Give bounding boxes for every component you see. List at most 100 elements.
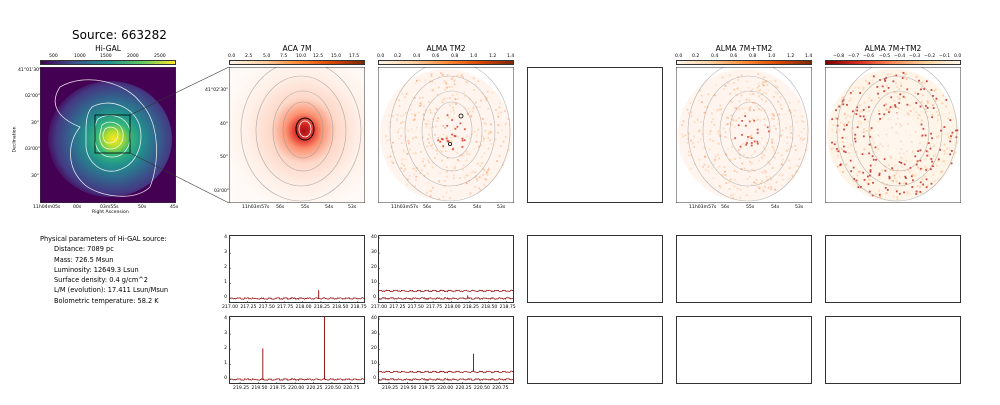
aca7m-ytick: 50"	[220, 155, 228, 160]
higal-ytick: 41°01'30"	[18, 68, 42, 73]
aca7m-cbar-tick: 7.5	[280, 54, 288, 59]
param-surface-density: Surface density: 0.4 g/cm^2	[54, 276, 148, 285]
higal-cbar-tick: 2000	[127, 54, 139, 59]
spectrum-xtick: 220.50	[324, 386, 341, 391]
higal-cbar-tick: 500	[49, 54, 58, 59]
spectrum-ytick: 0	[373, 376, 376, 382]
almatm2-cbar-tick: 1.2	[489, 54, 497, 59]
higal-colorbar	[40, 60, 176, 65]
almatm2-cbar-tick: 0.8	[451, 54, 459, 59]
alma7mtm2b-cbar-tick: −0.6	[863, 54, 875, 59]
almatm2-xtick: 11h03m57s	[391, 205, 419, 210]
higal-xtick: 50s	[138, 205, 147, 210]
almatm2-xtick: 55s	[448, 205, 457, 210]
aca7m-cbar-tick: 0.0	[228, 54, 236, 59]
param-distance: Distance: 7089 pc	[54, 245, 114, 254]
spectrum-xtick: 219.50	[400, 386, 417, 391]
empty-spectrum-panel	[527, 316, 663, 384]
aca7m-xtick: 53s	[348, 205, 357, 210]
alma7mtm2-cbar-tick: 1.2	[787, 54, 795, 59]
spectrum-ytick: 0	[224, 295, 227, 301]
spectrum-xtick: 217.75	[426, 305, 443, 310]
spectrum-ytick: 2	[224, 265, 227, 271]
spectrum-xtick: 217.75	[277, 305, 294, 310]
higal-xtick: 00s	[73, 205, 82, 210]
almatm2-title: ALMA TM2	[426, 44, 466, 53]
aca7m-cbar-tick: 5.0	[263, 54, 271, 59]
spectrum-xtick: 218.00	[444, 305, 461, 310]
alma7mtm2-cbar-tick: 0.4	[711, 54, 719, 59]
aca7m-xtick: 11h03m57s	[242, 205, 270, 210]
alma7mtm2-xtick: 53s	[795, 205, 804, 210]
almatm2-cbar-tick: 1.4	[507, 54, 515, 59]
spectrum-xtick: 220.50	[473, 386, 490, 391]
spectrum-ytick: 40	[371, 235, 377, 241]
aca7m-cbar-tick: 15.0	[331, 54, 342, 59]
spectrum-ytick: 3	[224, 331, 227, 337]
empty-spectrum-panel	[825, 235, 961, 303]
aca7m-ytick: 40"	[220, 122, 228, 127]
spectrum-ytick: 40	[371, 316, 377, 322]
alma7mtm2b-colorbar	[825, 60, 961, 65]
spectrum-series-line	[229, 296, 365, 300]
param-lm: L/M (evolution): 17.411 Lsun/Msun	[54, 286, 169, 295]
alma7mtm2-cbar-tick: 1.4	[805, 54, 813, 59]
spectrum-frame	[229, 235, 365, 303]
higal-ytick: 03'00"	[25, 147, 41, 152]
alma7mtm2-colorbar	[676, 60, 812, 65]
alma7mtm2b-image	[825, 67, 961, 203]
alma7mtm2-title: ALMA 7M+TM2	[715, 44, 773, 53]
aca7m-colorbar	[229, 60, 365, 65]
almatm2-xtick: 54s	[473, 205, 482, 210]
alma7mtm2b-title: ALMA 7M+TM2	[864, 44, 922, 53]
param-mass: Mass: 726.5 Msun	[54, 255, 114, 264]
higal-cbar-tick: 1500	[100, 54, 112, 59]
spectrum-ytick: 20	[371, 265, 377, 271]
higal-title: Hi-GAL	[95, 44, 121, 53]
spectrum-xtick: 219.25	[382, 386, 399, 391]
spectrum-frame	[378, 235, 514, 303]
spectrum-tm2-lower	[378, 316, 514, 384]
spectrum-xtick: 219.25	[233, 386, 250, 391]
alma7mtm2-xtick: 55s	[746, 205, 755, 210]
almatm2-xtick: 56s	[423, 205, 432, 210]
spectrum-tm2-upper	[378, 235, 514, 303]
spectrum-series-line	[378, 370, 514, 374]
empty-spectrum-panel	[825, 316, 961, 384]
spectrum-xtick: 217.00	[222, 305, 239, 310]
alma7mtm2b-cbar-tick: −0.7	[848, 54, 860, 59]
spectrum-ytick: 20	[371, 346, 377, 352]
spectrum-xtick: 217.00	[371, 305, 388, 310]
aca7m-cbar-tick: 12.5	[313, 54, 324, 59]
spectrum-xtick: 220.75	[343, 386, 360, 391]
alma7mtm2-xtick: 11h03m57s	[689, 205, 717, 210]
spectrum-xtick: 218.50	[481, 305, 498, 310]
spectrum-xtick: 218.25	[462, 305, 479, 310]
spectrum-series-line	[378, 297, 514, 300]
alma7mtm2b-cbar-tick: 0.0	[954, 54, 962, 59]
higal-xlabel: Right Ascension	[92, 210, 129, 215]
alma7mtm2-xtick: 56s	[721, 205, 730, 210]
spectrum-xtick: 217.50	[258, 305, 275, 310]
spectrum-xtick: 217.25	[240, 305, 257, 310]
spectrum-xtick: 220.25	[306, 386, 323, 391]
spectrum-ytick: 0	[373, 295, 376, 301]
higal-xtick: 45s	[170, 205, 179, 210]
spectrum-series-line	[229, 377, 365, 381]
alma7mtm2-cbar-tick: 0.8	[749, 54, 757, 59]
spectrum-xtick: 220.25	[455, 386, 472, 391]
param-tbol: Bolometric temperature: 58.2 K	[54, 296, 159, 305]
alma7mtm2-image	[676, 67, 812, 203]
higal-ytick: 30"	[31, 174, 39, 179]
spectrum-ytick: 1	[224, 361, 227, 367]
aca7m-xtick: 54s	[325, 205, 334, 210]
aca7m-cbar-tick: 10.0	[296, 54, 307, 59]
spectrum-aca7m-lower	[229, 316, 365, 384]
spectrum-series-line	[378, 378, 514, 381]
spectrum-xtick: 217.25	[389, 305, 406, 310]
params-heading: Physical parameters of Hi-GAL source:	[40, 235, 167, 243]
physical-parameters: Physical parameters of Hi-GAL source: Di…	[40, 234, 168, 306]
alma7mtm2-xtick: 54s	[771, 205, 780, 210]
empty-spectrum-panel	[676, 316, 812, 384]
spectrum-frame	[378, 316, 514, 384]
